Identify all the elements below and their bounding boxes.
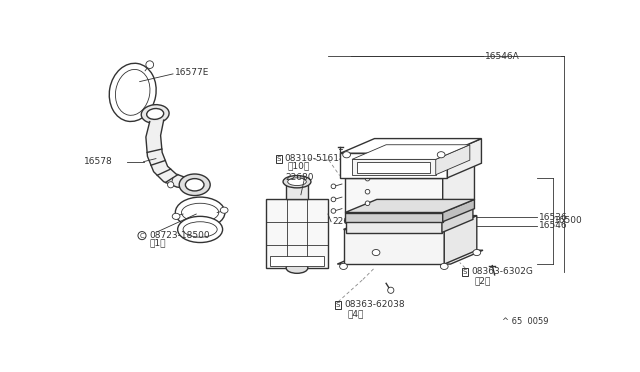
Text: 16500: 16500 [554,217,583,225]
Text: 08723-18500: 08723-18500 [150,231,211,240]
Text: （4）: （4） [348,310,364,319]
Polygon shape [346,206,473,219]
Text: 08363-6302G: 08363-6302G [472,267,533,276]
Ellipse shape [365,189,370,194]
Text: S: S [277,155,282,161]
Polygon shape [352,159,436,175]
Ellipse shape [182,203,219,222]
Polygon shape [345,178,443,212]
Ellipse shape [183,222,217,237]
Polygon shape [442,206,473,232]
Bar [266,199,328,268]
Ellipse shape [141,105,169,123]
Bar [358,163,430,173]
Ellipse shape [331,197,336,202]
Ellipse shape [179,174,210,196]
Polygon shape [345,212,443,222]
Polygon shape [443,199,474,222]
Polygon shape [337,250,483,264]
Polygon shape [146,120,193,189]
Ellipse shape [168,182,174,188]
Text: ^ 65  0059: ^ 65 0059 [502,317,549,326]
Ellipse shape [220,207,228,213]
Text: S: S [463,269,467,275]
Ellipse shape [172,213,180,219]
Polygon shape [447,139,481,178]
Ellipse shape [437,152,445,158]
Text: 16546: 16546 [539,221,568,230]
Polygon shape [340,139,481,153]
Text: 08363-62038: 08363-62038 [344,301,405,310]
Ellipse shape [147,109,164,119]
Polygon shape [346,219,442,232]
Polygon shape [344,216,477,230]
Ellipse shape [388,287,394,294]
Text: 16578: 16578 [84,157,113,166]
Text: 22680: 22680 [332,217,360,226]
Polygon shape [352,145,470,159]
Ellipse shape [175,197,225,228]
Text: 16536: 16536 [539,213,568,222]
Text: 16546A: 16546A [485,52,520,61]
Polygon shape [340,153,447,178]
Polygon shape [345,165,474,178]
Text: （1）: （1） [150,239,166,248]
Ellipse shape [115,70,150,115]
Ellipse shape [365,176,370,181]
Ellipse shape [340,263,348,269]
Text: 22680: 22680 [285,173,314,182]
Text: 08310-51614: 08310-51614 [285,154,345,163]
Ellipse shape [473,250,481,256]
Ellipse shape [343,152,351,158]
Ellipse shape [109,63,156,122]
Polygon shape [443,165,474,212]
Ellipse shape [288,178,307,186]
Polygon shape [444,216,477,264]
Ellipse shape [440,263,448,269]
Ellipse shape [372,250,380,256]
Polygon shape [345,199,474,212]
Ellipse shape [286,263,308,273]
Ellipse shape [186,179,204,191]
Text: S: S [336,302,340,308]
Text: 〈10〉: 〈10〉 [288,162,310,171]
Polygon shape [344,230,444,264]
Text: 16577E: 16577E [175,68,209,77]
Polygon shape [436,145,470,175]
Ellipse shape [283,176,311,188]
Ellipse shape [178,217,223,243]
Ellipse shape [365,201,370,206]
Ellipse shape [331,184,336,189]
Text: C: C [140,232,145,238]
Text: （2）: （2） [474,276,491,286]
Ellipse shape [331,209,336,213]
Bar [270,256,324,266]
Ellipse shape [146,61,154,68]
Bar [286,182,308,199]
